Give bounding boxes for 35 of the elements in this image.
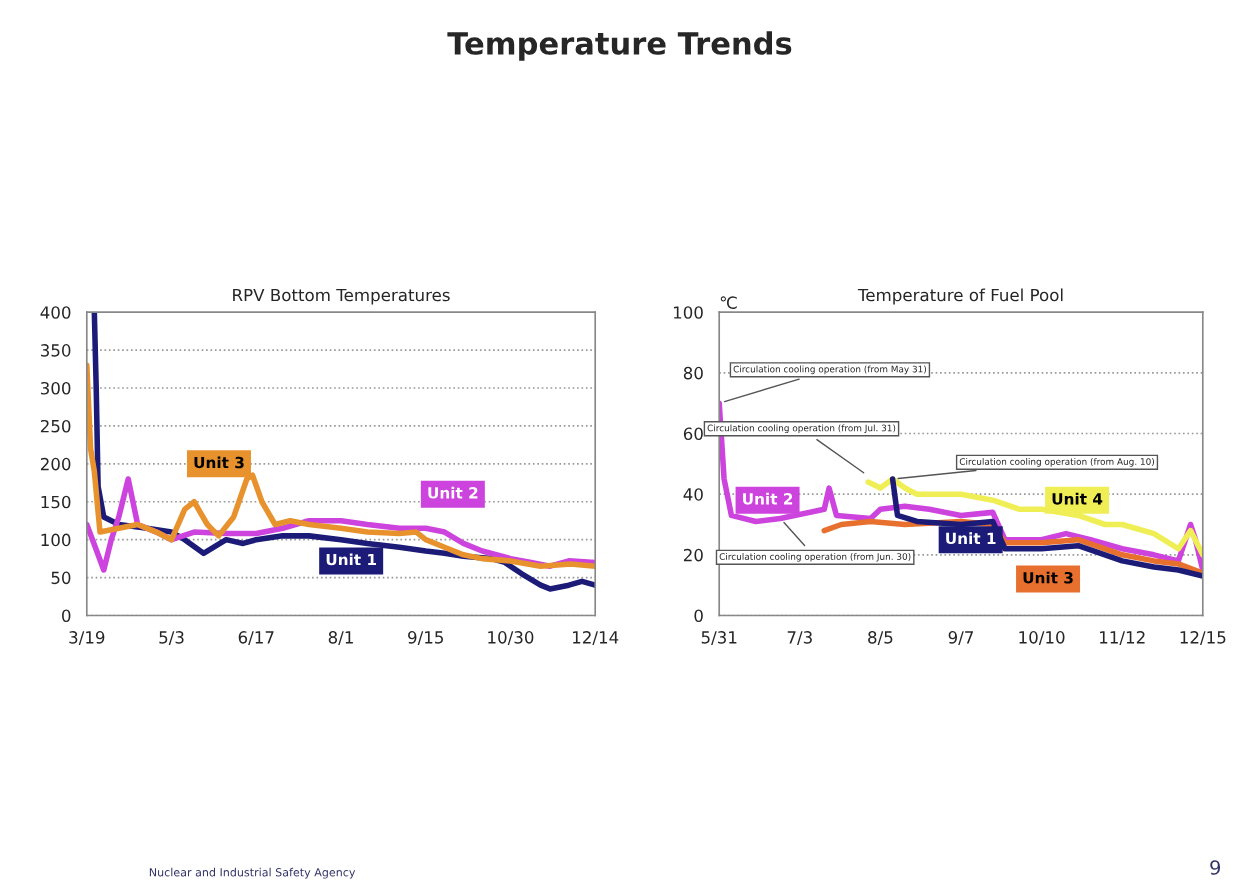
x-tick-label: 8/5	[868, 631, 893, 645]
x-tick-label: 3/19	[69, 631, 105, 645]
y-axis-title: ℃	[720, 296, 737, 309]
y-tick-label: 250	[40, 419, 71, 433]
y-tick-label: 80	[683, 366, 703, 380]
y-tick-label: 0	[62, 609, 71, 623]
y-tick-label: 50	[51, 571, 71, 585]
x-tick-label: 9/7	[948, 631, 973, 645]
y-tick-label: 0	[694, 609, 703, 623]
x-tick-label: 12/15	[1180, 631, 1226, 645]
y-tick-label: 350	[40, 344, 71, 357]
y-tick-label: 150	[41, 495, 71, 509]
x-tick-label: 9/15	[408, 631, 443, 645]
x-tick-label: 11/12	[1100, 631, 1145, 645]
x-tick-label: 5/3	[159, 631, 184, 645]
x-tick-label: 10/30	[488, 631, 534, 645]
y-tick-label: 60	[683, 427, 703, 441]
y-tick-label: 100	[673, 306, 703, 319]
x-tick-label: 7/3	[787, 631, 812, 645]
chart-title: Temperature of Fuel Pool	[857, 288, 1063, 305]
chart-title: RPV Bottom Temperatures	[233, 288, 450, 305]
y-tick-label: 200	[40, 457, 71, 471]
x-tick-label: 6/17	[238, 631, 274, 645]
y-tick-label: 300	[40, 381, 71, 395]
y-tick-label: 40	[683, 488, 703, 501]
x-tick-label: 5/31	[701, 631, 737, 645]
y-tick-label: 400	[40, 306, 71, 319]
x-tick-label: 8/1	[328, 631, 353, 645]
x-tick-label: 12/14	[573, 631, 619, 645]
text: 9	[1210, 860, 1221, 875]
x-tick-label: 10/10	[1019, 631, 1065, 645]
text: Temperature Trends	[447, 31, 792, 61]
line-series	[86, 362, 596, 569]
y-tick-label: 100	[41, 533, 71, 547]
y-tick-label: 20	[683, 548, 703, 562]
